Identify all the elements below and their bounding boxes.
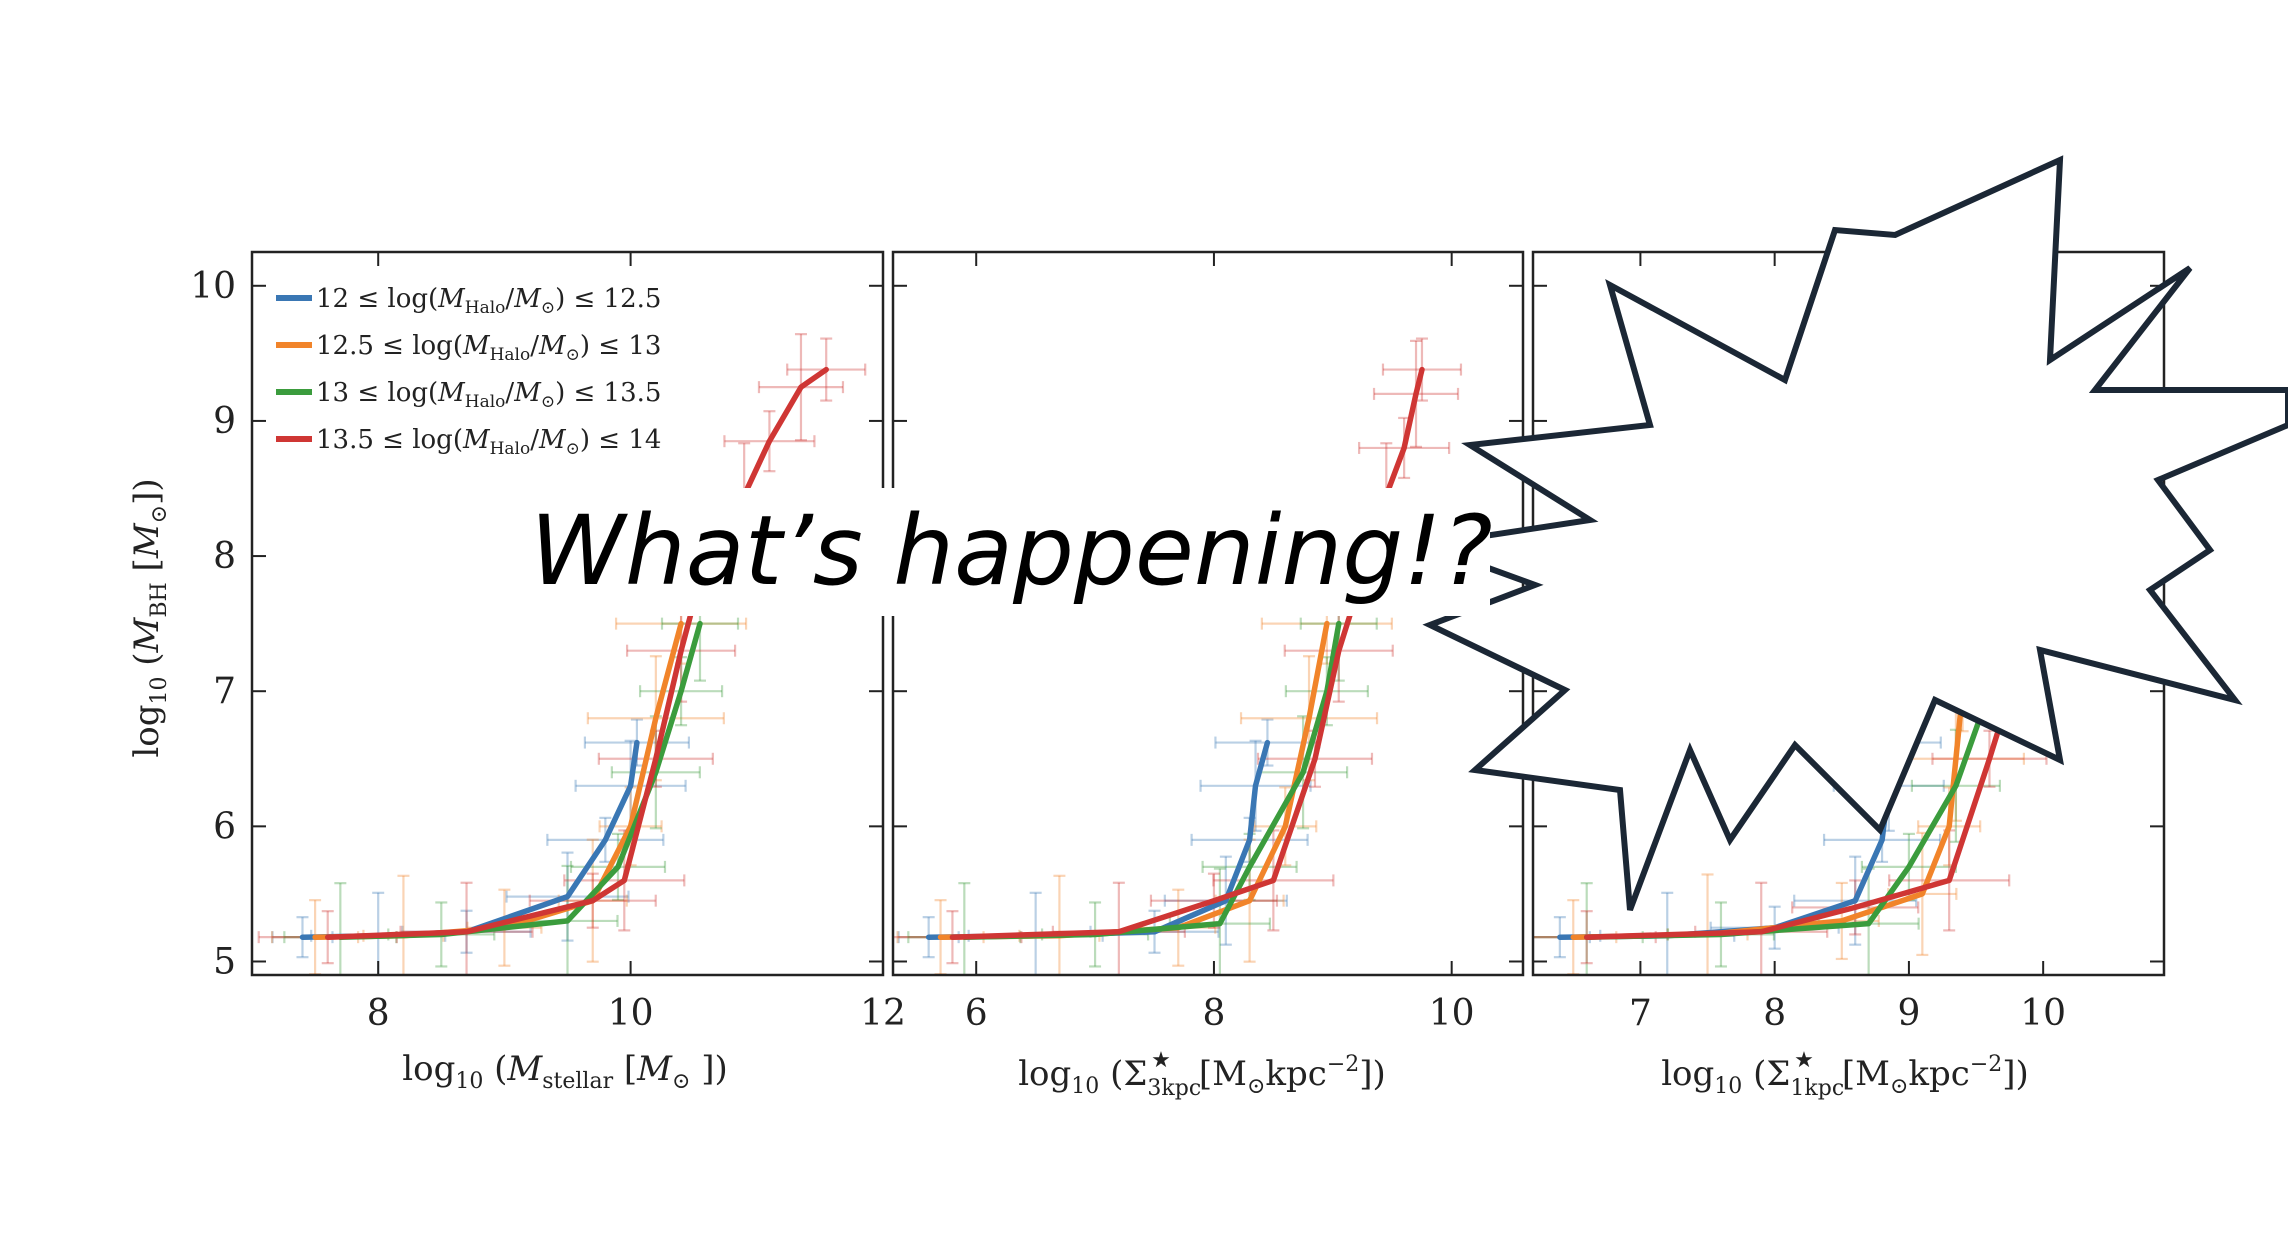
y-tick-label: 9 [213,401,236,442]
series-line-1 [937,620,1330,940]
legend-label-0: 12 ≤ log(MHalo/M⊙) ≤ 12.5 [316,284,661,318]
legend-label-3: 13.5 ≤ log(MHalo/M⊙) ≤ 14 [316,425,661,459]
series-line-2 [961,620,1342,940]
x-tick-label: 7 [1629,993,1652,1034]
x-tick-label: 8 [367,993,390,1034]
callout-text-background [522,488,1490,616]
callout-text: What’s happening!? [530,495,1493,607]
y-tick-label: 6 [213,806,236,847]
x-tick-label: 12 [860,993,906,1034]
panel-1: 8 10 12 5 6 7 8 9 10 [190,250,906,1034]
legend-label-1: 12.5 ≤ log(MHalo/M⊙) ≤ 13 [316,331,661,365]
x-axis-label-panel-2: log10 (Σ3kpc★ [M⊙kpc−2]) [1018,1048,1386,1101]
panel-2: 6 8 10 [891,250,1525,1034]
series-line-3 [324,366,829,940]
x-tick-label: 8 [1763,993,1786,1034]
x-tick-label: 6 [965,993,988,1034]
series-line-3 [949,366,1425,940]
series-line-2 [337,620,703,940]
x-tick-label: 10 [2020,993,2066,1034]
y-axis-label: log10 (MBH [M⊙]) [127,478,172,757]
series-group [257,333,867,975]
x-axis-label-panel-1: log10 (Mstellar [M⊙ ]) [402,1049,728,1094]
x-axis-label-panel-3: log10 (Σ1kpc★ [M⊙kpc−2]) [1661,1048,2029,1101]
y-axis-label-group: log10 (MBH [M⊙]) [127,478,172,757]
y-tick-label: 5 [213,941,236,982]
y-tick-label: 7 [213,671,236,712]
x-tick-label: 9 [1897,993,1920,1034]
series-group [893,337,1463,975]
x-tick-label: 8 [1202,993,1225,1034]
chart-legend: 12 ≤ log(MHalo/M⊙) ≤ 12.5 12.5 ≤ log(MHa… [276,284,661,459]
y-tick-label: 8 [213,536,236,577]
error-bar [1358,416,1451,480]
chart-panels: 8 10 12 5 6 7 8 9 10 6 8 10 7 8 9 10 [190,250,2166,1034]
x-tick-label: 10 [1429,993,1475,1034]
legend-label-2: 13 ≤ log(MHalo/M⊙) ≤ 13.5 [316,378,661,412]
y-tick-label: 10 [190,266,236,307]
x-tick-label: 10 [608,993,654,1034]
series-line-1 [312,620,684,940]
starburst-callout-shape [1422,155,2288,912]
